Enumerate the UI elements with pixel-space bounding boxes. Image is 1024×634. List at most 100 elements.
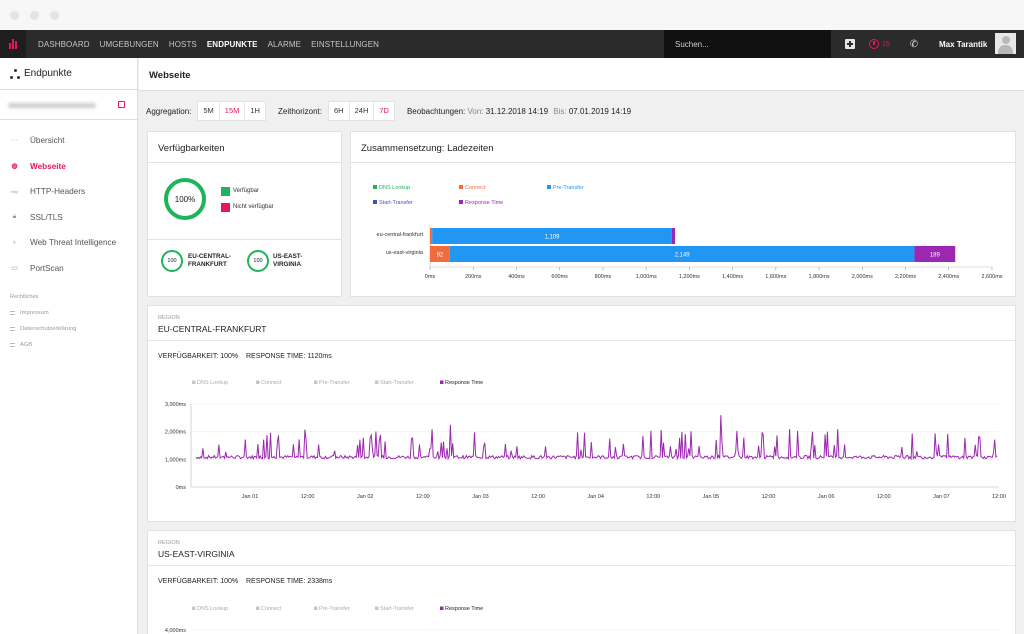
response-stat: RESPONSE TIME: 1120ms xyxy=(246,353,332,360)
legal-link-impressum[interactable]: Impressum xyxy=(10,310,137,316)
legend-swatch-response-time[interactable] xyxy=(440,606,444,611)
series-line-response-time[interactable] xyxy=(195,415,998,461)
x-tick-label: 12:00 xyxy=(416,494,430,500)
availability-stat-label: VERFÜGBARKEIT: xyxy=(158,353,219,360)
legend-label-dns-lookup[interactable]: DNS Lookup xyxy=(197,606,228,612)
legend-swatch-response-time[interactable] xyxy=(459,200,463,204)
observations-label: Beobachtungen: xyxy=(406,106,466,116)
user-name[interactable]: Max Tarantik xyxy=(939,40,988,49)
nav-item-umgebungen[interactable]: UMGEBUNGEN xyxy=(99,39,159,49)
legend-swatch-response-time[interactable] xyxy=(440,380,444,385)
legend-label-pre-transfer[interactable]: Pre-Transfer xyxy=(319,606,350,612)
legend-unavailable-swatch xyxy=(221,203,230,212)
legend-label-start-transfer[interactable]: Start-Transfer xyxy=(379,200,413,206)
aggregation-option-5m[interactable]: 5M xyxy=(198,102,220,120)
top-navbar: DASHBOARD UMGEBUNGEN HOSTS ENDPUNKTE ALARME E… xyxy=(0,30,1024,58)
external-link-icon[interactable] xyxy=(118,101,125,108)
legend-label-response-time[interactable]: Response Time xyxy=(445,606,483,612)
legend-available-swatch xyxy=(221,187,230,196)
bar-segment-pre-transfer-us-east-virginia[interactable] xyxy=(449,246,915,262)
legend-label-connect[interactable]: Connect xyxy=(261,380,282,386)
region-ring-virginia: 100 xyxy=(247,250,269,272)
bulb-icon: ♁ xyxy=(11,239,18,247)
response-time-chart-frankfurt: DNS Lookup Connect Pre-Transfer Start-Trans… xyxy=(165,380,1006,500)
legal-link-datenschutzerkl-rung[interactable]: Datenschutzerklärung xyxy=(10,326,137,332)
bar-segment-response-time-eu-central-frankfurt[interactable] xyxy=(671,228,676,244)
nav-item-dashboard[interactable]: DASHBOARD xyxy=(38,39,90,49)
legal-link-agb[interactable]: AGB xyxy=(10,342,137,348)
horizon-option-7d[interactable]: 7D xyxy=(379,106,389,115)
horizon-option-24h[interactable]: 24H xyxy=(350,102,375,120)
legend-label-pre-transfer[interactable]: Pre-Transfer xyxy=(319,380,350,386)
legend-label-dns-lookup[interactable]: DNS Lookup xyxy=(197,380,228,386)
legend-label-response-time[interactable]: Response Time xyxy=(445,380,483,386)
bar-segment-response-time-us-east-virginia[interactable] xyxy=(914,246,956,262)
legend-label-start-transfer[interactable]: Start-Transfer xyxy=(380,380,414,386)
avatar[interactable] xyxy=(995,33,1016,54)
legend-swatch-connect[interactable] xyxy=(256,380,260,385)
response-stat-value: 1120ms xyxy=(307,353,332,360)
legend-swatch-dns-lookup[interactable] xyxy=(192,380,196,385)
aggregation-option-1h[interactable]: 1H xyxy=(250,106,260,115)
search-input[interactable] xyxy=(664,30,831,58)
y-tick-label: 1,000ms xyxy=(165,457,186,463)
bar-segment-connect-us-east-virginia[interactable] xyxy=(430,246,450,262)
x-tick-label: 12:00 xyxy=(877,494,891,500)
bar-segment-pre-transfer-eu-central-frankfurt[interactable] xyxy=(432,228,672,244)
bar-segment-connect-eu-central-frankfurt[interactable] xyxy=(430,228,433,244)
nav-item-hosts[interactable]: HOSTS xyxy=(168,39,197,49)
region-name: US-EAST-VIRGINIA xyxy=(158,549,235,559)
y-tick-label: 0ms xyxy=(176,485,187,491)
x-tick-label: 2,200ms xyxy=(895,274,916,280)
sidebar-item-web-threat-intelligence[interactable]: ♁ Web Threat Intelligence xyxy=(0,230,137,256)
add-icon[interactable] xyxy=(845,39,855,49)
legend-swatch-dns-lookup[interactable] xyxy=(192,606,196,611)
legend-swatch-start-transfer[interactable] xyxy=(373,200,377,204)
legend-label-connect[interactable]: Connect xyxy=(261,606,282,612)
legend-swatch-connect[interactable] xyxy=(459,185,463,189)
sidebar-item-bersicht[interactable]: ··· Übersicht xyxy=(0,128,137,154)
legend-label-start-transfer[interactable]: Start-Transfer xyxy=(380,606,414,612)
window-maximize-dot[interactable] xyxy=(50,11,59,20)
availability-stat-label: VERFÜGBARKEIT: xyxy=(158,578,219,585)
horizon-option-6h[interactable]: 6H xyxy=(329,102,350,120)
legend-swatch-start-transfer[interactable] xyxy=(375,380,379,385)
app-logo[interactable] xyxy=(0,30,26,58)
sidebar-item-label: Web Threat Intelligence xyxy=(30,238,117,248)
availability-stat-value: 100% xyxy=(220,353,239,360)
phone-icon[interactable]: ✆ xyxy=(909,38,919,50)
alert-count[interactable]: 15 xyxy=(882,40,890,48)
region-card-frankfurt: REGION EU-CENTRAL-FRANKFURT VERFÜGBARKEI… xyxy=(147,305,1016,522)
window-close-dot[interactable] xyxy=(10,11,19,20)
aggregation-option-15m[interactable]: 15M xyxy=(220,102,246,120)
legend-label-connect[interactable]: Connect xyxy=(465,185,486,191)
legend-swatch-pre-transfer[interactable] xyxy=(547,185,551,189)
globe-icon: ◍ xyxy=(11,163,18,171)
sidebar-item-http-headers[interactable]: http HTTP-Headers xyxy=(0,179,137,205)
legend-label-dns-lookup[interactable]: DNS Lookup xyxy=(379,185,410,191)
x-tick-label: 1,800ms xyxy=(809,274,830,280)
legend-swatch-pre-transfer[interactable] xyxy=(314,380,318,385)
region-virginia-line1: US-EAST- xyxy=(273,253,303,260)
nav-item-alarme[interactable]: ALARME xyxy=(267,39,302,49)
x-tick-label: 1,600ms xyxy=(765,274,786,280)
composition-title: Zusammensetzung: Ladezeiten xyxy=(361,143,494,154)
legend-label-pre-transfer[interactable]: Pre-Transfer xyxy=(553,185,584,191)
x-tick-label: 1,200ms xyxy=(679,274,700,280)
legend-swatch-start-transfer[interactable] xyxy=(375,606,379,611)
sidebar-item-ssl-tls[interactable]: 🔒︎ SSL/TLS xyxy=(0,205,137,231)
sidebar-item-portscan[interactable]: ▭ PortScan xyxy=(0,256,137,282)
composition-chart: DNS Lookup Connect Pre-Transfer Start-Trans… xyxy=(373,185,1003,280)
sidebar-item-webseite[interactable]: ◍ Webseite xyxy=(0,154,137,180)
nav-item-einstellungen[interactable]: EINSTELLUNGEN xyxy=(311,39,380,49)
legend-label-response-time[interactable]: Response Time xyxy=(465,200,503,206)
x-tick-label: 800ms xyxy=(595,274,612,280)
window-minimize-dot[interactable] xyxy=(30,11,39,20)
alert-icon[interactable] xyxy=(869,39,879,49)
main-nav: DASHBOARD UMGEBUNGEN HOSTS ENDPUNKTE ALARME E… xyxy=(38,30,379,58)
window-chrome xyxy=(0,0,1024,30)
legend-swatch-pre-transfer[interactable] xyxy=(314,606,318,611)
legend-swatch-dns-lookup[interactable] xyxy=(373,185,377,189)
nav-item-endpunkte[interactable]: ENDPUNKTE xyxy=(206,39,258,49)
legend-swatch-connect[interactable] xyxy=(256,606,260,611)
